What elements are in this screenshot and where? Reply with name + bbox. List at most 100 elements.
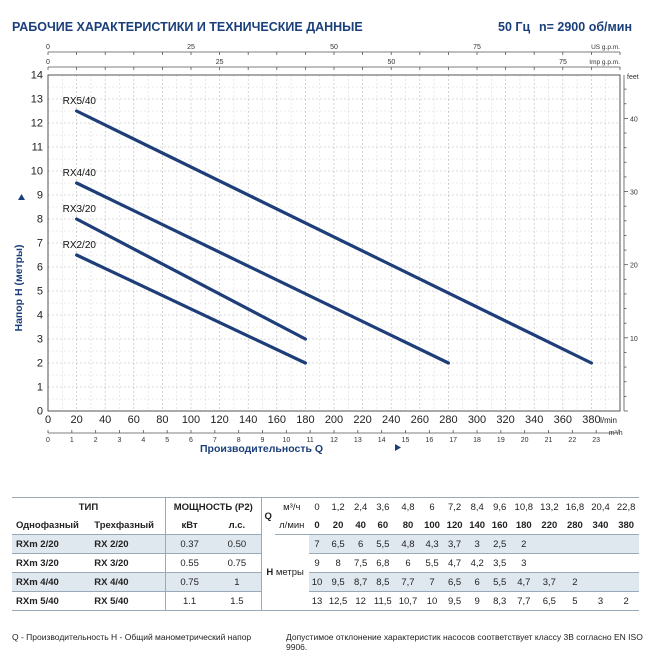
plot-frame [47, 74, 621, 412]
single-phase-model: RXm 5/40 [12, 591, 91, 611]
x-axis-title: Производительность Q [200, 443, 323, 455]
head-value-cell: 2 [562, 572, 588, 592]
table-row: RXm 4/40 RX 4/40 0.75 1 10 9,5 8,7 8,5 7,7 7 6,5 6 5… [12, 572, 639, 592]
m3h-tick-label: 4 [141, 437, 145, 444]
m3h-tick-label: 13 [354, 437, 362, 444]
q-lmin-cell: 0 [308, 516, 326, 535]
head-value-cell: 7 [308, 534, 326, 554]
power-hp: 1 [213, 572, 262, 592]
head-value-cell [536, 553, 563, 573]
power-hp: 0.50 [213, 534, 262, 554]
chart-grid [47, 74, 621, 412]
m3h-unit-label: m³/h [609, 430, 623, 437]
q-m3h-cell: 7,2 [443, 497, 466, 516]
footer-tolerance: Допустимое отклонение характеристик насо… [286, 632, 643, 652]
m3h-tick-label: 10 [282, 437, 290, 444]
q-m3h-cell: 13,2 [536, 497, 563, 516]
y-tick-label: 1 [37, 382, 43, 394]
head-value-cell: 4,2 [465, 553, 489, 573]
x-tick-label: 160 [268, 414, 286, 426]
head-value-cell: 9 [308, 553, 326, 573]
head-value-cell: 9 [465, 591, 489, 611]
table-row: RXm 2/20 RX 2/20 0.37 0.50 H метры 7 6,5 6 5,5 4,… [12, 534, 639, 611]
x-tick-label: 280 [439, 414, 457, 426]
m3h-tick-label: 3 [118, 437, 122, 444]
q-m3h-cell: 22,8 [613, 497, 639, 516]
chart-series [74, 109, 594, 365]
m3h-tick-label: 22 [568, 437, 576, 444]
head-value-cell: 4,7 [511, 572, 537, 592]
q-m3h-cell: 3,6 [370, 497, 396, 516]
head-value-cell: 3 [465, 534, 489, 554]
power-hp: 1.5 [213, 591, 262, 611]
head-value-cell [613, 534, 639, 554]
q-lmin-cell: 340 [587, 516, 614, 535]
head-value-cell: 6 [465, 572, 489, 592]
power-kw: 0.75 [164, 572, 214, 592]
top-axis-label: 75 [559, 59, 567, 66]
m3h-tick-label: 23 [592, 437, 600, 444]
head-value-cell: 7,7 [395, 572, 421, 592]
three-phase-model: RX 3/20 [90, 553, 166, 573]
m3h-unit: м³/ч [274, 497, 309, 516]
x-tick-label: 260 [411, 414, 429, 426]
head-value-cell: 2,5 [488, 534, 512, 554]
h-meters-label: H метры [260, 534, 309, 611]
head-value-cell: 13 [308, 591, 326, 611]
head-value-cell: 4,3 [420, 534, 444, 554]
q-lmin-cell: 180 [511, 516, 537, 535]
head-value-cell: 2 [613, 591, 639, 611]
q-m3h-cell: 1,2 [325, 497, 351, 516]
table-row: RXm 3/20 RX 3/20 0.55 0.75 9 8 7,5 6,8 6 5,5 4,7 4,… [12, 553, 639, 573]
table-row: RXm 5/40 RX 5/40 1.1 1.5 13 12,5 12 11,5 10,7 10 9… [12, 591, 639, 611]
power-kw: 0.55 [164, 553, 214, 573]
m3h-tick-label: 11 [307, 437, 314, 444]
x-tick-label: 360 [554, 414, 572, 426]
m3h-tick-label: 17 [449, 437, 457, 444]
y-tick-label: 5 [37, 286, 43, 298]
head-value-cell: 5,5 [370, 534, 396, 554]
m3h-tick-label: 7 [213, 437, 217, 444]
m3h-tick-label: 9 [261, 437, 265, 444]
q-lmin-cell: 140 [465, 516, 489, 535]
q-m3h-cell: 4,8 [395, 497, 421, 516]
y-tick-label: 6 [37, 262, 43, 274]
head-value-cell [587, 553, 614, 573]
top-axis-unit: Imp g.p.m. [589, 59, 620, 66]
top-axis-unit: US g.p.m. [591, 44, 620, 51]
q-lmin-cell: 40 [350, 516, 371, 535]
x-tick-label: 100 [182, 414, 200, 426]
head-value-cell: 6 [350, 534, 371, 554]
q-lmin-cell: 380 [613, 516, 639, 535]
x-unit-label: l/min [600, 416, 617, 425]
three-phase-header: Трехфазный [90, 516, 166, 535]
y-tick-label: 8 [37, 214, 43, 226]
head-value-cell: 6,8 [370, 553, 396, 573]
head-value-cell: 8,7 [350, 572, 371, 592]
head-value-cell: 6,5 [536, 591, 563, 611]
top-axis-label: 50 [330, 44, 338, 51]
x-tick-label: 220 [353, 414, 371, 426]
y-tick-label: 4 [37, 310, 43, 322]
m3h-tick-label: 12 [330, 437, 338, 444]
head-value-cell: 8,5 [370, 572, 396, 592]
series-label: RX2/20 [63, 240, 97, 251]
head-value-cell: 12,5 [325, 591, 351, 611]
m3h-tick-label: 6 [189, 437, 193, 444]
q-lmin-cell: 120 [443, 516, 466, 535]
head-value-cell [613, 553, 639, 573]
feet-tick-label: 40 [630, 116, 638, 123]
single-phase-model: RXm 2/20 [12, 534, 91, 554]
y-tick-label: 7 [37, 238, 43, 250]
x-tick-label: 340 [525, 414, 543, 426]
head-value-cell [613, 572, 639, 592]
lmin-unit: л/мин [274, 516, 309, 535]
head-value-cell: 7,7 [511, 591, 537, 611]
power-kw: 1.1 [164, 591, 214, 611]
single-phase-model: RXm 4/40 [12, 572, 91, 592]
head-value-cell: 3,7 [536, 572, 563, 592]
head-value-cell: 5 [562, 591, 588, 611]
x-tick-label: 320 [496, 414, 514, 426]
q-lmin-cell: 100 [420, 516, 444, 535]
